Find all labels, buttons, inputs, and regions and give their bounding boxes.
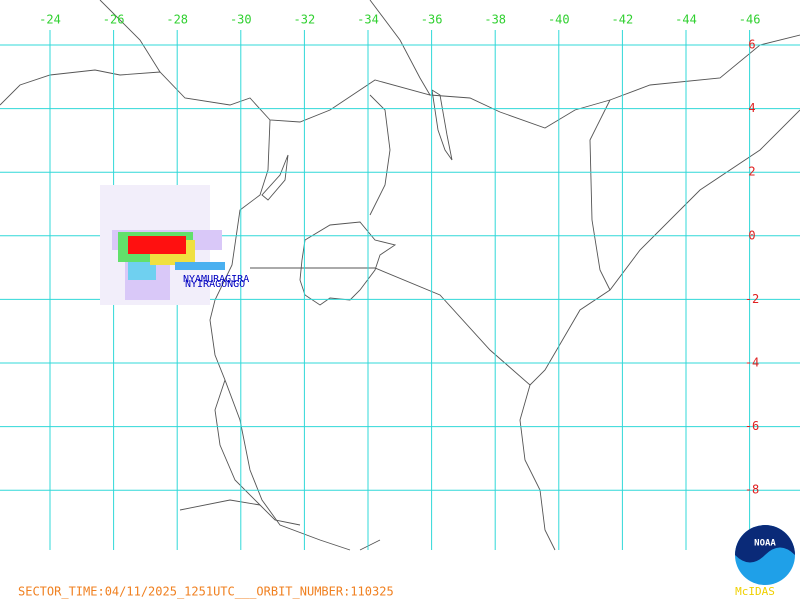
longitude-label: -40 [548, 13, 570, 27]
graticule: -24 -26 -28 -30 -32 -34 -36 -38 -40 -42 -44 -46 6 4 2 0… [0, 13, 800, 550]
coastlines [0, 0, 800, 551]
sector-info: SECTOR_TIME:04/11/2025_1251UTC___ORBIT_N… [18, 585, 394, 599]
longitude-label: -38 [484, 13, 506, 27]
longitude-label: -36 [421, 13, 443, 27]
longitude-label: -24 [39, 13, 61, 27]
longitude-label: -32 [294, 13, 316, 27]
latitude-label: 6 [748, 38, 755, 52]
longitude-label: -30 [230, 13, 252, 27]
latitude-label: -8 [745, 483, 759, 497]
longitude-label: -34 [357, 13, 379, 27]
latitude-label: -2 [745, 292, 759, 306]
latitude-label: 4 [748, 101, 755, 115]
longitude-label: -44 [675, 13, 697, 27]
longitude-label: -46 [739, 13, 761, 27]
cloud-pixels [175, 262, 225, 270]
noaa-logo: NOAA [735, 525, 795, 585]
longitude-label: -42 [612, 13, 634, 27]
latitude-label: 2 [748, 165, 755, 179]
latitude-label: 0 [748, 228, 755, 242]
volcano-label: NYIRAGONGO [185, 279, 245, 290]
volcano-label: NYAMURAGIRA [183, 274, 249, 285]
latitude-label: -4 [745, 356, 759, 370]
longitude-label: -28 [166, 13, 188, 27]
software-label: McIDAS [735, 585, 775, 598]
latitude-label: -6 [745, 419, 759, 433]
cloud-pixels [128, 236, 186, 254]
longitude-label: -26 [103, 13, 125, 27]
logo-text: NOAA [754, 539, 776, 549]
ash-cloud [100, 185, 225, 305]
